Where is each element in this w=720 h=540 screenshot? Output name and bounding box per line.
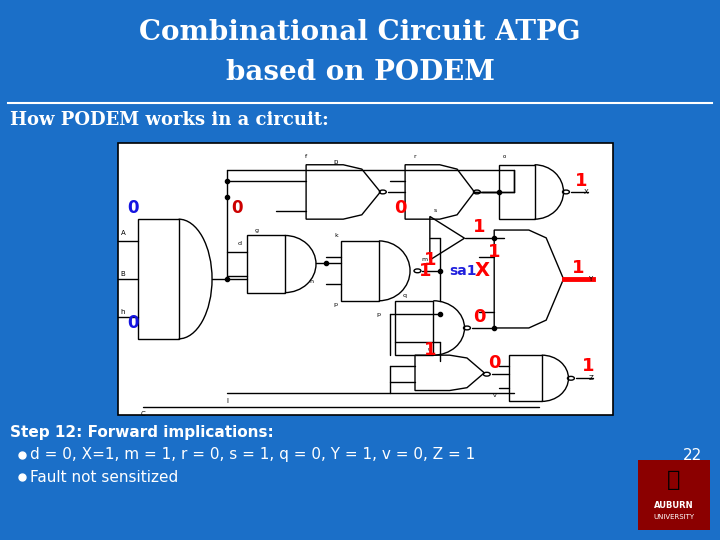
Text: Y: Y bbox=[588, 276, 593, 282]
Text: k: k bbox=[334, 233, 338, 238]
Text: r: r bbox=[414, 154, 416, 159]
Text: m: m bbox=[422, 258, 428, 262]
Text: 0: 0 bbox=[488, 354, 500, 372]
Text: d: d bbox=[238, 241, 242, 246]
Text: o: o bbox=[503, 154, 505, 159]
Text: AUBURN: AUBURN bbox=[654, 501, 694, 510]
Text: 0: 0 bbox=[127, 199, 138, 217]
Text: 0: 0 bbox=[473, 308, 485, 326]
Text: A: A bbox=[120, 230, 125, 236]
Text: p: p bbox=[333, 159, 338, 165]
Text: n: n bbox=[309, 279, 313, 284]
Text: p: p bbox=[377, 312, 380, 317]
FancyBboxPatch shape bbox=[0, 0, 720, 120]
Text: 1: 1 bbox=[488, 243, 500, 261]
Text: 22: 22 bbox=[683, 448, 703, 462]
Text: v: v bbox=[492, 394, 496, 399]
Text: sa1: sa1 bbox=[450, 264, 477, 278]
Text: Fault not sensitized: Fault not sensitized bbox=[30, 469, 179, 484]
Text: 1: 1 bbox=[572, 259, 585, 277]
Text: d = 0, X=1, m = 1, r = 0, s = 1, q = 0, Y = 1, v = 0, Z = 1: d = 0, X=1, m = 1, r = 0, s = 1, q = 0, … bbox=[30, 448, 475, 462]
Text: 0: 0 bbox=[127, 314, 138, 332]
Text: 1: 1 bbox=[575, 172, 587, 190]
Text: 1: 1 bbox=[473, 218, 485, 237]
Text: X: X bbox=[583, 189, 588, 195]
FancyBboxPatch shape bbox=[638, 460, 710, 530]
Text: Step 12: Forward implications:: Step 12: Forward implications: bbox=[10, 426, 274, 441]
Text: q: q bbox=[403, 293, 407, 298]
Text: f: f bbox=[305, 154, 307, 159]
Text: 🏛: 🏛 bbox=[667, 470, 680, 490]
Text: B: B bbox=[120, 271, 125, 276]
Text: h: h bbox=[121, 309, 125, 315]
Text: How PODEM works in a circuit:: How PODEM works in a circuit: bbox=[10, 111, 329, 129]
Text: X: X bbox=[474, 261, 490, 280]
Text: based on PODEM: based on PODEM bbox=[225, 58, 495, 85]
Text: Z: Z bbox=[588, 375, 593, 381]
Text: UNIVERSITY: UNIVERSITY bbox=[654, 514, 695, 520]
Text: 0: 0 bbox=[231, 199, 243, 217]
Text: l: l bbox=[226, 399, 228, 404]
Text: C: C bbox=[140, 410, 145, 417]
Text: Combinational Circuit ATPG: Combinational Circuit ATPG bbox=[139, 18, 581, 45]
Text: g: g bbox=[255, 227, 258, 233]
FancyBboxPatch shape bbox=[118, 143, 613, 415]
Text: 1: 1 bbox=[582, 357, 595, 375]
Text: 1: 1 bbox=[423, 251, 436, 269]
Text: 1: 1 bbox=[423, 341, 436, 359]
Text: 1: 1 bbox=[418, 262, 431, 280]
Text: u: u bbox=[428, 347, 432, 352]
Text: p: p bbox=[334, 302, 338, 307]
Text: s: s bbox=[433, 208, 436, 213]
Text: 0: 0 bbox=[394, 199, 406, 217]
